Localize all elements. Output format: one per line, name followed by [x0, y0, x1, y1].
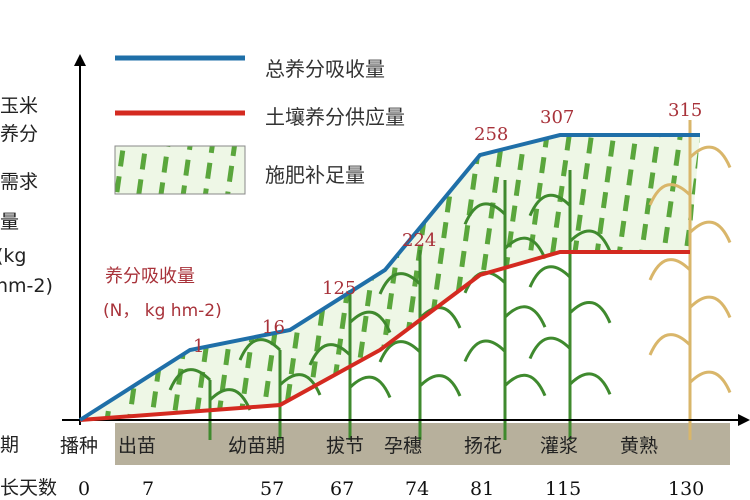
stage-label: 播种 — [60, 435, 98, 457]
corn-leaf — [528, 193, 572, 217]
corn-leaf — [503, 305, 547, 328]
corn-leaf — [378, 272, 422, 295]
day-tick-label: 0 — [78, 478, 90, 500]
corn-leaf — [688, 295, 732, 319]
corn-leaf — [688, 220, 732, 244]
corn-leaf — [688, 145, 732, 169]
x-axis-arrow — [738, 414, 750, 426]
corn-leaf — [168, 368, 212, 391]
corn-leaf — [688, 370, 732, 394]
day-tick-label: 81 — [470, 478, 494, 500]
legend-fertilizer-swatch — [114, 145, 246, 195]
ylabel-line: 需求 — [0, 171, 38, 193]
corn-leaf — [648, 258, 692, 281]
stage-label: 扬花 — [464, 435, 502, 457]
ylabel-line: hm-2) — [0, 275, 53, 297]
corn-plants — [168, 120, 732, 440]
stage-label: 灌浆 — [540, 435, 578, 457]
day-tick-label: 57 — [260, 478, 284, 500]
corn-leaf — [528, 265, 572, 288]
row-label-stage: 期 — [0, 434, 19, 456]
corn-leaf — [418, 374, 462, 397]
legend-total-label: 总养分吸收量 — [265, 57, 385, 81]
corn-leaf — [378, 340, 422, 363]
corn-leaf — [503, 236, 547, 260]
data-label: 1 — [193, 336, 204, 357]
ylabel-line: 量 — [0, 211, 19, 233]
stage-label: 出苗 — [118, 435, 156, 457]
day-tick-label: 115 — [545, 478, 581, 500]
data-label: 224 — [402, 230, 436, 251]
corn-leaf — [568, 301, 612, 324]
series-total-uptake-line — [78, 133, 700, 422]
stage-label: 黄熟 — [620, 435, 658, 457]
corn-leaf — [568, 229, 612, 253]
data-label: 315 — [668, 100, 702, 121]
legend-fertilizer-label: 施肥补足量 — [265, 163, 365, 187]
day-tick-label: 7 — [142, 478, 154, 500]
corn-leaf — [348, 310, 392, 334]
row-label-days: 长天数 — [0, 477, 57, 499]
legend-soil-label: 土壤养分供应量 — [265, 105, 405, 129]
y-axis-arrow — [74, 54, 86, 66]
corn-leaf — [208, 388, 252, 411]
stage-label: 拔节 — [326, 435, 364, 457]
corn-leaf — [648, 183, 692, 206]
ylabel-line: 玉米 — [0, 95, 38, 117]
annotation-unit: (N， kg hm-2) — [103, 301, 222, 321]
corn-leaf — [648, 333, 692, 356]
data-label: 307 — [540, 107, 574, 128]
day-tick-label: 67 — [330, 478, 354, 500]
corn-leaf — [503, 373, 547, 397]
stage-label: 孕穗 — [384, 435, 422, 457]
corn-leaf — [463, 202, 507, 225]
day-tick-label: 74 — [405, 478, 429, 500]
data-label: 125 — [322, 278, 356, 299]
corn-leaf — [308, 343, 352, 366]
ylabel-line: (kg — [0, 245, 26, 267]
data-label: 16 — [262, 317, 285, 338]
corn-leaf — [278, 373, 322, 396]
data-label: 258 — [474, 124, 508, 145]
corn-leaf — [348, 375, 392, 399]
stage-label: 幼苗期 — [228, 435, 285, 457]
corn-leaf — [528, 336, 572, 360]
ylabel-line: 养分 — [0, 123, 38, 145]
corn-leaf — [238, 338, 282, 361]
annotation-title: 养分吸收量 — [105, 266, 195, 287]
series-soil-supply-line — [79, 250, 690, 422]
corn-leaf — [568, 372, 612, 395]
day-tick-label: 130 — [668, 478, 704, 500]
ground-band — [115, 423, 730, 465]
corn-leaf — [463, 339, 507, 363]
